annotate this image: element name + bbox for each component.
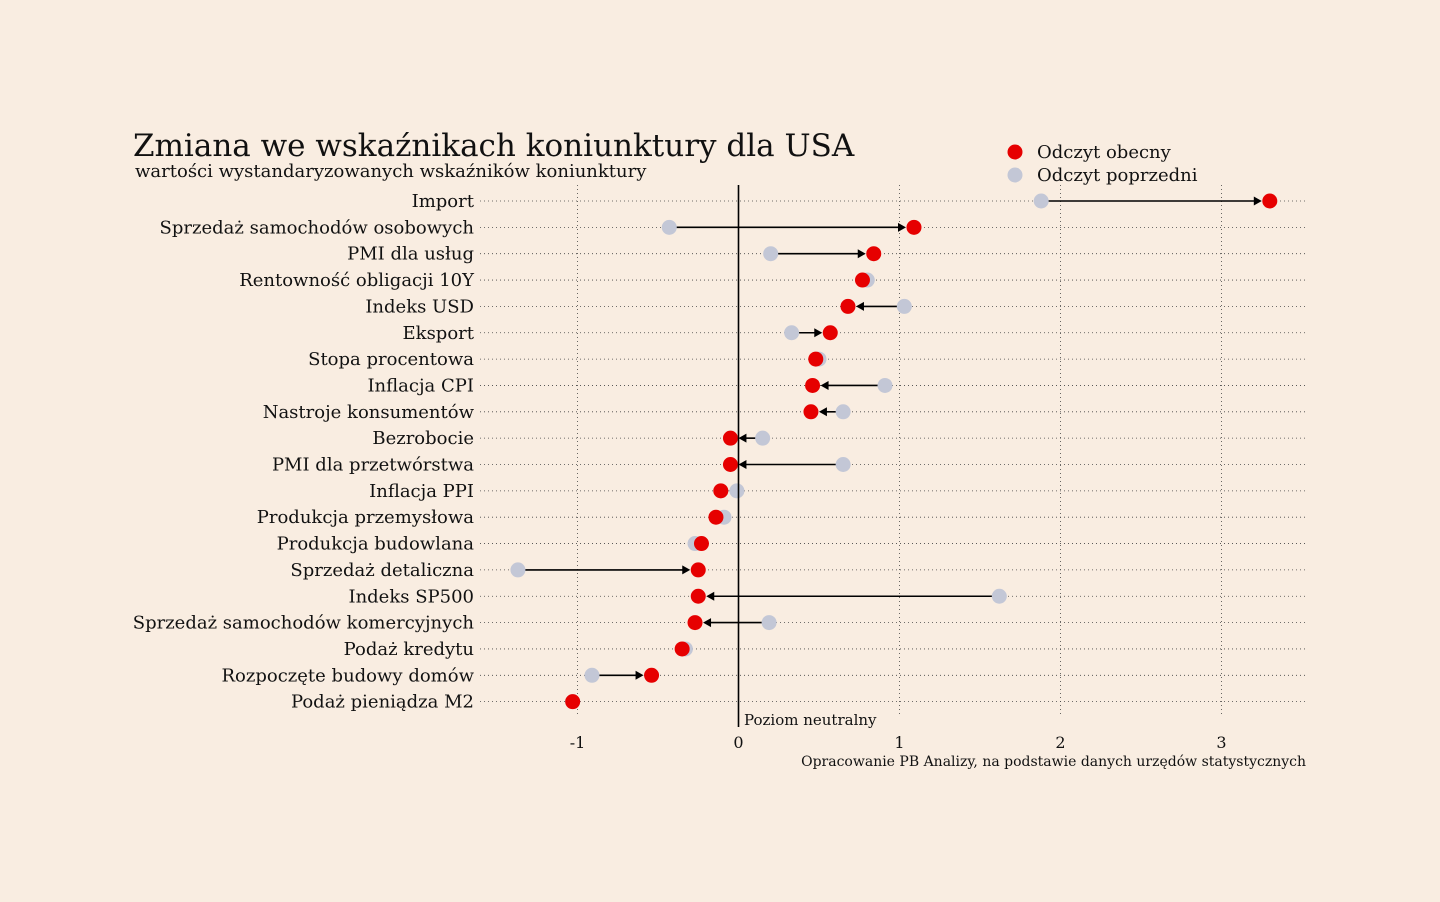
point-previous [661, 219, 677, 235]
x-tick-label: 0 [733, 733, 743, 752]
change-arrow-head [855, 301, 864, 311]
point-current [713, 483, 729, 499]
legend-label-current: Odczyt obecny [1037, 142, 1172, 163]
point-current [674, 641, 690, 657]
category-label: Sprzedaż samochodów komercyjnych [133, 613, 475, 634]
point-current [805, 377, 821, 393]
point-previous [784, 325, 800, 341]
x-tick-label: -1 [570, 733, 586, 752]
point-current [854, 272, 870, 288]
category-label: Stopa procentowa [308, 349, 474, 370]
category-label: Inflacja CPI [367, 375, 474, 396]
category-label: Eksport [403, 323, 475, 344]
point-previous [510, 562, 526, 578]
point-current [840, 298, 856, 314]
chart-title: Zmiana we wskaźnikach koniunktury dla US… [133, 128, 855, 164]
change-arrow-head [814, 328, 823, 338]
data-points [510, 193, 1278, 710]
point-current [722, 430, 738, 446]
point-previous [763, 246, 779, 262]
category-label: Nastroje konsumentów [263, 402, 475, 423]
chart-subtitle: wartości wystandaryzowanych wskaźników k… [135, 161, 647, 182]
category-labels: Import Sprzedaż samochodów osobowych PMI d… [133, 191, 475, 713]
point-current [722, 457, 738, 472]
point-current [690, 588, 706, 604]
x-tick-label: 3 [1216, 733, 1226, 752]
legend-marker-current [1007, 144, 1023, 160]
category-label: Podaż kredytu [344, 639, 474, 660]
category-label: Sprzedaż samochodów osobowych [160, 217, 475, 238]
point-previous [896, 298, 912, 314]
point-current [808, 351, 824, 367]
point-current [803, 404, 819, 420]
point-current [822, 325, 838, 341]
x-tick-label: 2 [1055, 733, 1065, 752]
point-previous [761, 615, 777, 631]
x-axis-ticks: -1 0 1 2 3 [570, 733, 1227, 752]
point-previous [755, 430, 771, 446]
legend-label-previous: Odczyt poprzedni [1037, 165, 1198, 186]
category-label: Inflacja PPI [369, 481, 474, 502]
legend: Odczyt obecny Odczyt poprzedni [1007, 142, 1198, 186]
category-label: Rentowność obligacji 10Y [239, 270, 475, 291]
point-current [693, 536, 709, 552]
change-arrows [523, 196, 1262, 680]
category-label: Produkcja przemysłowa [257, 507, 475, 528]
point-previous [584, 667, 600, 683]
change-arrow-head [857, 249, 866, 259]
point-previous [877, 377, 893, 393]
category-label: Rozpoczęte budowy domów [221, 665, 474, 686]
change-arrow-head [738, 433, 747, 443]
category-label: Indeks USD [365, 296, 474, 317]
change-arrow-head [682, 565, 691, 575]
point-current [866, 246, 882, 262]
change-arrow-head [706, 591, 715, 601]
point-current [565, 694, 581, 710]
point-current [644, 667, 660, 683]
change-arrow-head [703, 618, 712, 628]
change-arrow-head [1253, 196, 1262, 206]
point-previous [1033, 193, 1049, 209]
change-arrow-head [818, 407, 827, 417]
source-note: Opracowanie PB Analizy, na podstawie dan… [801, 754, 1306, 770]
change-arrow-head [738, 460, 747, 469]
category-label: Bezrobocie [372, 428, 474, 449]
grid [480, 185, 1306, 714]
x-tick-label: 1 [894, 733, 904, 752]
point-current [1262, 193, 1278, 209]
category-label: Sprzedaż detaliczna [290, 560, 474, 581]
point-previous [835, 457, 851, 472]
point-current [708, 509, 724, 525]
category-label: PMI dla usług [347, 244, 474, 265]
point-current [690, 562, 706, 578]
change-arrow-head [635, 670, 644, 680]
category-label: Produkcja budowlana [277, 534, 475, 555]
neutral-label: Poziom neutralny [744, 711, 877, 729]
category-label: Indeks SP500 [348, 586, 474, 607]
change-arrow-head [820, 380, 829, 390]
legend-marker-previous [1007, 167, 1023, 183]
category-label: Podaż pieniądza M2 [291, 692, 474, 713]
point-previous [835, 404, 851, 420]
point-current [687, 615, 703, 631]
category-label: Import [412, 191, 475, 212]
point-previous [729, 483, 745, 499]
change-arrow-head [897, 222, 906, 232]
category-label: PMI dla przetwórstwa [272, 455, 474, 476]
point-current [906, 219, 922, 235]
point-previous [991, 588, 1007, 604]
